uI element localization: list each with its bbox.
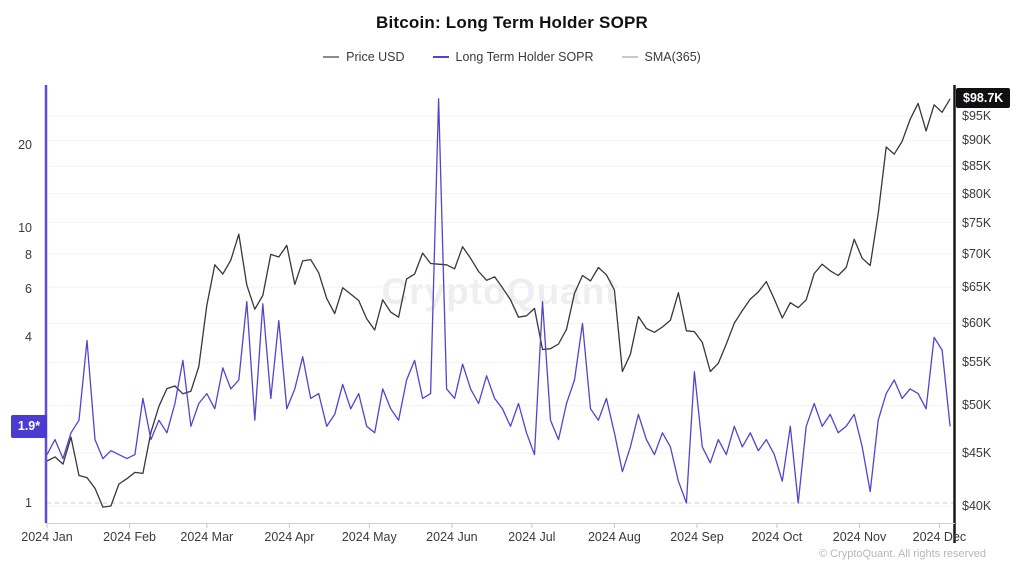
legend-label: Long Term Holder SOPR xyxy=(455,50,594,64)
sopr-tick-label: 8 xyxy=(25,247,32,262)
price-tick-label: $40K xyxy=(962,499,992,513)
sopr-tick-label: 10 xyxy=(18,221,32,235)
legend-item-price-usd[interactable]: Price USD xyxy=(323,50,405,64)
price-tick-label: $50K xyxy=(962,398,992,413)
legend-item-sma-365-[interactable]: SMA(365) xyxy=(621,50,701,64)
sopr-tick-label: 20 xyxy=(18,138,32,153)
y-axis-left-sopr: 20 10 8 6 4 1 xyxy=(0,0,39,576)
price-usd-line xyxy=(46,98,951,508)
price-tick-label: $55K xyxy=(962,355,992,370)
sopr-tick-label: 6 xyxy=(25,282,32,296)
price-current-value-badge: $98.7K xyxy=(956,88,1011,109)
price-tick-label: $60K xyxy=(962,316,992,331)
sopr-current-value-badge: 1.9* xyxy=(11,414,47,438)
price-tick-label: $65K xyxy=(962,280,992,295)
price-tick-label: $70K xyxy=(962,246,992,261)
legend-swatch-icon xyxy=(323,56,340,58)
copyright-notice: © CryptoQuant. All rights reserved xyxy=(818,548,986,560)
legend-swatch-icon xyxy=(432,56,449,58)
price-tick-label: $80K xyxy=(962,186,992,201)
price-tick-label: $90K xyxy=(962,133,992,148)
legend-swatch-icon xyxy=(621,56,638,58)
y-axis-right-price: $95K $90K $85K $80K $75K $70K $65K $60K $55K $50K… xyxy=(962,0,1024,576)
chart-title: Bitcoin: Long Term Holder SOPR xyxy=(375,13,649,32)
price-tick-label: $95K xyxy=(962,109,992,124)
sopr-tick-label: 4 xyxy=(25,330,32,345)
sopr-tick-label: 1 xyxy=(25,496,32,510)
legend-label: SMA(365) xyxy=(644,50,701,64)
chart-legend: Price USD Long Term Holder SOPR SMA(365) xyxy=(0,50,1024,64)
price-tick-label: $45K xyxy=(962,445,992,460)
legend-label: Price USD xyxy=(346,50,405,64)
price-tick-label: $75K xyxy=(962,215,992,230)
price-tick-label: $85K xyxy=(962,159,992,174)
legend-item-long-term-holder-sopr[interactable]: Long Term Holder SOPR xyxy=(432,50,594,64)
lth-sopr-line xyxy=(46,98,951,504)
